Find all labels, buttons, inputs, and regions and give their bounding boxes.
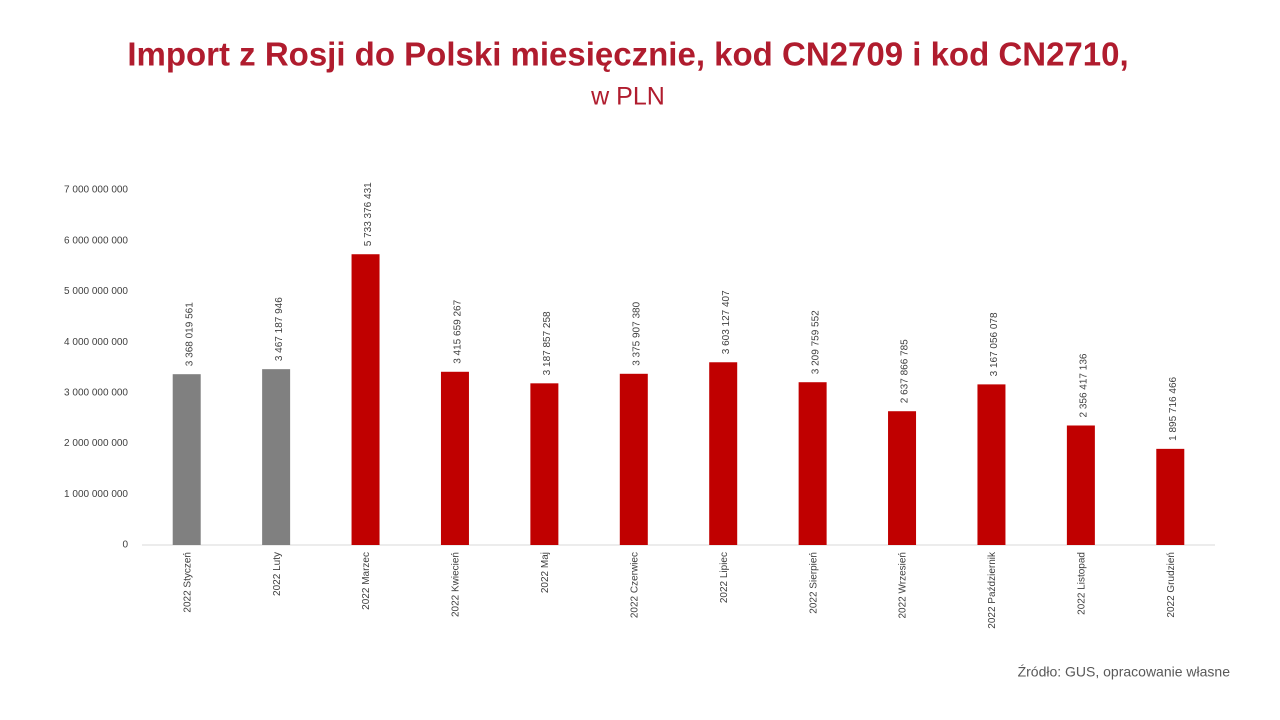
- y-tick-label: 5 000 000 000: [64, 286, 128, 297]
- y-tick-label: 7 000 000 000: [64, 185, 128, 196]
- value-label: 2 356 417 136: [1079, 353, 1090, 417]
- value-label: 3 415 659 267: [453, 299, 464, 363]
- value-label: 3 167 056 078: [989, 312, 1000, 376]
- value-label: 1 895 716 466: [1168, 376, 1179, 440]
- y-tick-label: 1 000 000 000: [64, 489, 128, 500]
- source: Źródło: GUS, opracowanie własne: [1018, 664, 1231, 680]
- y-tick-label: 0: [122, 540, 128, 551]
- x-tick-label: 2022 Grudzień: [1166, 552, 1177, 618]
- chart-title: Import z Rosji do Polski miesięcznie, ko…: [127, 36, 1128, 73]
- chart-subtitle: w PLN: [590, 83, 665, 111]
- x-tick-label: 2022 Styczeń: [182, 552, 193, 613]
- y-tick-label: 2 000 000 000: [64, 438, 128, 449]
- value-label: 3 187 857 258: [542, 311, 553, 375]
- value-label: 3 375 907 380: [631, 301, 642, 365]
- x-tick-label: 2022 Wrzesień: [898, 552, 909, 619]
- value-label: 3 368 019 561: [184, 302, 195, 366]
- value-label: 3 467 187 946: [274, 297, 285, 361]
- x-tick-label: 2022 Sierpień: [808, 552, 819, 614]
- bar: [172, 374, 201, 545]
- x-tick-label: 2022 Lipiec: [719, 552, 730, 603]
- x-tick-label: 2022 Czerwiec: [629, 552, 640, 618]
- y-tick-label: 6 000 000 000: [64, 235, 128, 246]
- bar: [351, 254, 380, 546]
- bar: [798, 382, 827, 545]
- value-label: 3 603 127 407: [721, 290, 732, 354]
- y-tick-label: 3 000 000 000: [64, 387, 128, 398]
- x-tick-label: 2022 Kwiecień: [451, 552, 462, 617]
- bar: [1066, 425, 1095, 545]
- bar: [1156, 448, 1185, 545]
- x-tick-label: 2022 Listopad: [1077, 552, 1088, 615]
- bar: [530, 383, 559, 545]
- value-label: 3 209 759 552: [810, 310, 821, 374]
- x-tick-label: 2022 Marzec: [361, 552, 372, 610]
- bar: [709, 362, 738, 545]
- bar: [619, 373, 648, 545]
- value-label: 5 733 376 431: [363, 182, 374, 246]
- bar: [977, 384, 1006, 545]
- value-label: 2 637 866 785: [900, 339, 911, 403]
- bar: [262, 369, 291, 545]
- x-tick-label: 2022 Maj: [540, 552, 551, 593]
- y-tick-label: 4 000 000 000: [64, 337, 128, 348]
- bar: [888, 411, 917, 545]
- x-tick-label: 2022 Luty: [272, 552, 283, 596]
- bar: [440, 371, 469, 545]
- x-tick-label: 2022 Październik: [987, 551, 998, 629]
